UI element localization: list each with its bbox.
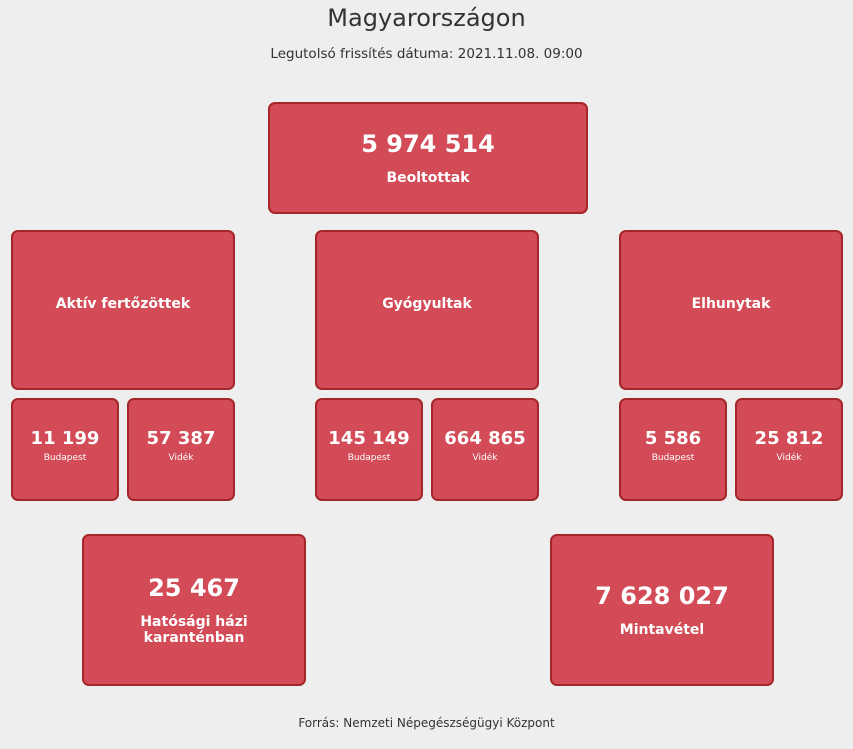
label: Vidék: [168, 453, 194, 463]
value: 57 387: [146, 428, 216, 449]
recovered-budapest-card: 145 149 Budapest: [315, 398, 423, 501]
source: Forrás: Nemzeti Népegészségügyi Központ: [298, 716, 555, 730]
label: Budapest: [651, 453, 695, 463]
recovered-videk-card: 664 865 Vidék: [431, 398, 539, 501]
deceased-budapest-card: 5 586 Budapest: [619, 398, 727, 501]
value: 11 199: [30, 428, 100, 449]
label: Vidék: [776, 453, 802, 463]
active-card: Aktív fertőzöttek: [11, 230, 235, 390]
recovered-card: Gyógyultak: [315, 230, 539, 390]
samples-card: 7 628 027 Mintavétel: [550, 534, 774, 686]
value: 25 812: [754, 428, 824, 449]
label: Budapest: [43, 453, 87, 463]
active-label: Aktív fertőzöttek: [55, 296, 191, 312]
quarantine-label: Hatósági házi karanténban: [140, 614, 248, 646]
deceased-videk-card: 25 812 Vidék: [735, 398, 843, 501]
vaccinated-value: 5 974 514: [361, 130, 495, 158]
deceased-card: Elhunytak: [619, 230, 843, 390]
value: 664 865: [444, 428, 526, 449]
samples-label: Mintavétel: [619, 622, 705, 638]
last-updated: Legutolsó frissítés dátuma: 2021.11.08. …: [270, 46, 583, 62]
page-title: Magyarországon: [327, 4, 526, 32]
active-videk-card: 57 387 Vidék: [127, 398, 235, 501]
value: 145 149: [328, 428, 410, 449]
recovered-label: Gyógyultak: [382, 296, 472, 312]
samples-value: 7 628 027: [595, 582, 729, 610]
quarantine-card: 25 467 Hatósági házi karanténban: [82, 534, 306, 686]
vaccinated-label: Beoltottak: [386, 170, 470, 186]
active-budapest-card: 11 199 Budapest: [11, 398, 119, 501]
label: Vidék: [472, 453, 498, 463]
label: Budapest: [347, 453, 391, 463]
deceased-label: Elhunytak: [691, 296, 771, 312]
quarantine-value: 25 467: [148, 574, 240, 602]
vaccinated-card: 5 974 514 Beoltottak: [268, 102, 588, 214]
value: 5 586: [644, 428, 702, 449]
